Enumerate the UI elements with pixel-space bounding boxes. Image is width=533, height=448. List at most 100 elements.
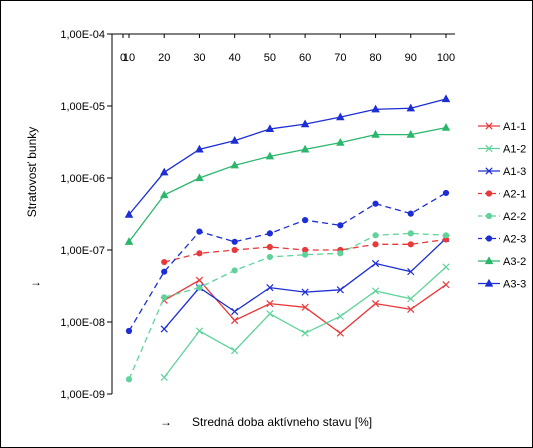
series-a1-3-point	[266, 284, 274, 292]
x-tick-label: 100	[437, 52, 455, 64]
series-a1-3-point	[160, 325, 168, 333]
series-a1-1-point	[266, 299, 274, 308]
x-tick-label: 80	[369, 52, 381, 64]
legend-label: A2-3	[503, 234, 526, 246]
series-a1-1-point	[442, 281, 450, 289]
series-a2-3-point	[196, 228, 203, 235]
series-a1-1-point	[301, 303, 309, 311]
series-a2-1-point	[372, 241, 379, 248]
series-a3-3-point	[159, 167, 169, 176]
series-a3-2-point	[230, 160, 239, 169]
series-a3-2-point	[124, 237, 134, 245]
x-tick-label: 30	[193, 52, 205, 64]
series-a3-3-point	[265, 124, 275, 133]
y-tick-label: 1,00E-07	[60, 245, 105, 257]
legend-item-a1-2: A1-2	[478, 144, 526, 156]
x-tick-label: 0	[120, 52, 126, 64]
series-a1-1-point	[371, 299, 380, 308]
y-axis-title-arrow: →	[30, 275, 42, 289]
x-axis-title: Stredná doba aktívneho stavu [%]	[192, 415, 372, 429]
series-line-a3-2	[128, 127, 447, 243]
series-a3-2-point	[371, 130, 380, 138]
series-line-a2-2	[128, 232, 447, 380]
series-a1-2-point	[407, 295, 415, 303]
series-a3-2-point	[195, 173, 204, 182]
ticks-layer: 1,00E-04 1,00E-05 1,00E-06 1,00E-07 1,00E-08…	[60, 29, 455, 401]
legend-marker-point	[485, 167, 493, 175]
x-tick-label: 70	[334, 52, 346, 64]
series-layer	[124, 94, 451, 383]
series-a2-3-point	[337, 222, 344, 229]
axes-layer	[111, 33, 455, 394]
series-a3-3-point	[371, 104, 380, 113]
legend-label: A2-1	[503, 189, 526, 201]
series-a2-2-point	[442, 232, 450, 239]
series-a2-3-point	[266, 230, 273, 237]
x-axis-title-arrow: →	[160, 415, 172, 429]
legend-label: A1-1	[503, 121, 526, 133]
series-a2-2-point	[372, 232, 379, 239]
y-axis-title: Stratovosť bunky	[25, 127, 39, 218]
series-a2-2-point	[302, 251, 309, 258]
series-a1-2-point	[195, 327, 204, 335]
x-tick-label: 60	[299, 52, 311, 64]
series-a1-2-point	[266, 310, 274, 318]
series-a3-3	[124, 94, 451, 218]
series-a2-2-point	[231, 267, 238, 274]
legend-marker-point	[485, 122, 493, 130]
series-a2-2	[125, 230, 450, 383]
legend-item-a3-2: A3-2	[478, 256, 526, 268]
series-a1-3-point	[301, 288, 309, 296]
series-a1-1-point	[195, 276, 204, 284]
series-a2-2-point	[337, 250, 344, 257]
series-a3-3-point	[441, 94, 451, 103]
series-a3-2-point	[159, 190, 169, 199]
series-a2-3-point	[302, 217, 309, 224]
series-a3-2-point	[441, 123, 451, 131]
x-tick-label: 40	[229, 52, 241, 64]
y-tick-label: 1,00E-04	[60, 29, 105, 41]
series-a3-3-point	[230, 136, 239, 144]
legend-marker-point	[485, 190, 493, 197]
series-a1-1-point	[407, 305, 415, 313]
legend-marker-point	[484, 278, 494, 287]
x-tick-label: 50	[264, 52, 276, 64]
series-a2-1	[161, 236, 450, 266]
x-tick-label: 10	[123, 52, 135, 64]
legend-marker-point	[485, 235, 493, 242]
series-a1-3-point	[407, 268, 415, 276]
series-a2-1-point	[196, 250, 203, 257]
legend-marker-point	[485, 212, 493, 220]
series-a1-1-point	[336, 329, 344, 337]
legend-item-a2-3: A2-3	[478, 234, 526, 246]
series-a3-2	[124, 123, 451, 245]
series-a3-3-point	[124, 209, 134, 218]
legend-item-a1-3: A1-3	[478, 166, 526, 178]
legend-label: A1-2	[503, 144, 526, 156]
series-a2-3-point	[125, 327, 133, 335]
legend-label: A3-2	[503, 256, 526, 268]
series-a2-3-point	[231, 238, 238, 245]
y-tick-label: 1,00E-08	[60, 317, 105, 329]
series-a3-2-point	[336, 137, 345, 146]
series-a2-2-point	[407, 230, 414, 237]
y-tick-label: 1,00E-05	[60, 101, 105, 113]
x-tick-label: 90	[405, 52, 417, 64]
series-a3-2-point	[300, 144, 310, 153]
series-a2-1-point	[231, 246, 238, 254]
series-a3-3-point	[406, 103, 416, 112]
series-a2-3-point	[161, 268, 168, 275]
series-a2-3	[125, 189, 450, 335]
x-tick-label: 20	[158, 52, 170, 64]
series-a1-3-point	[371, 259, 380, 268]
series-a1-2-point	[442, 263, 450, 271]
series-a1-2-point	[336, 312, 344, 320]
legend-label: A2-2	[503, 211, 526, 223]
series-a1-2-point	[301, 329, 309, 337]
series-a2-3-point	[372, 200, 379, 207]
series-a1-1-point	[231, 316, 239, 325]
y-tick-label: 1,00E-06	[60, 173, 105, 185]
legend-item-a2-2: A2-2	[478, 211, 526, 223]
series-a2-2-point	[125, 376, 133, 383]
legend: A1-1 A1-2 A1-3 A2-1 A2-2 A2-3 A3-2 A3-3	[478, 121, 526, 291]
